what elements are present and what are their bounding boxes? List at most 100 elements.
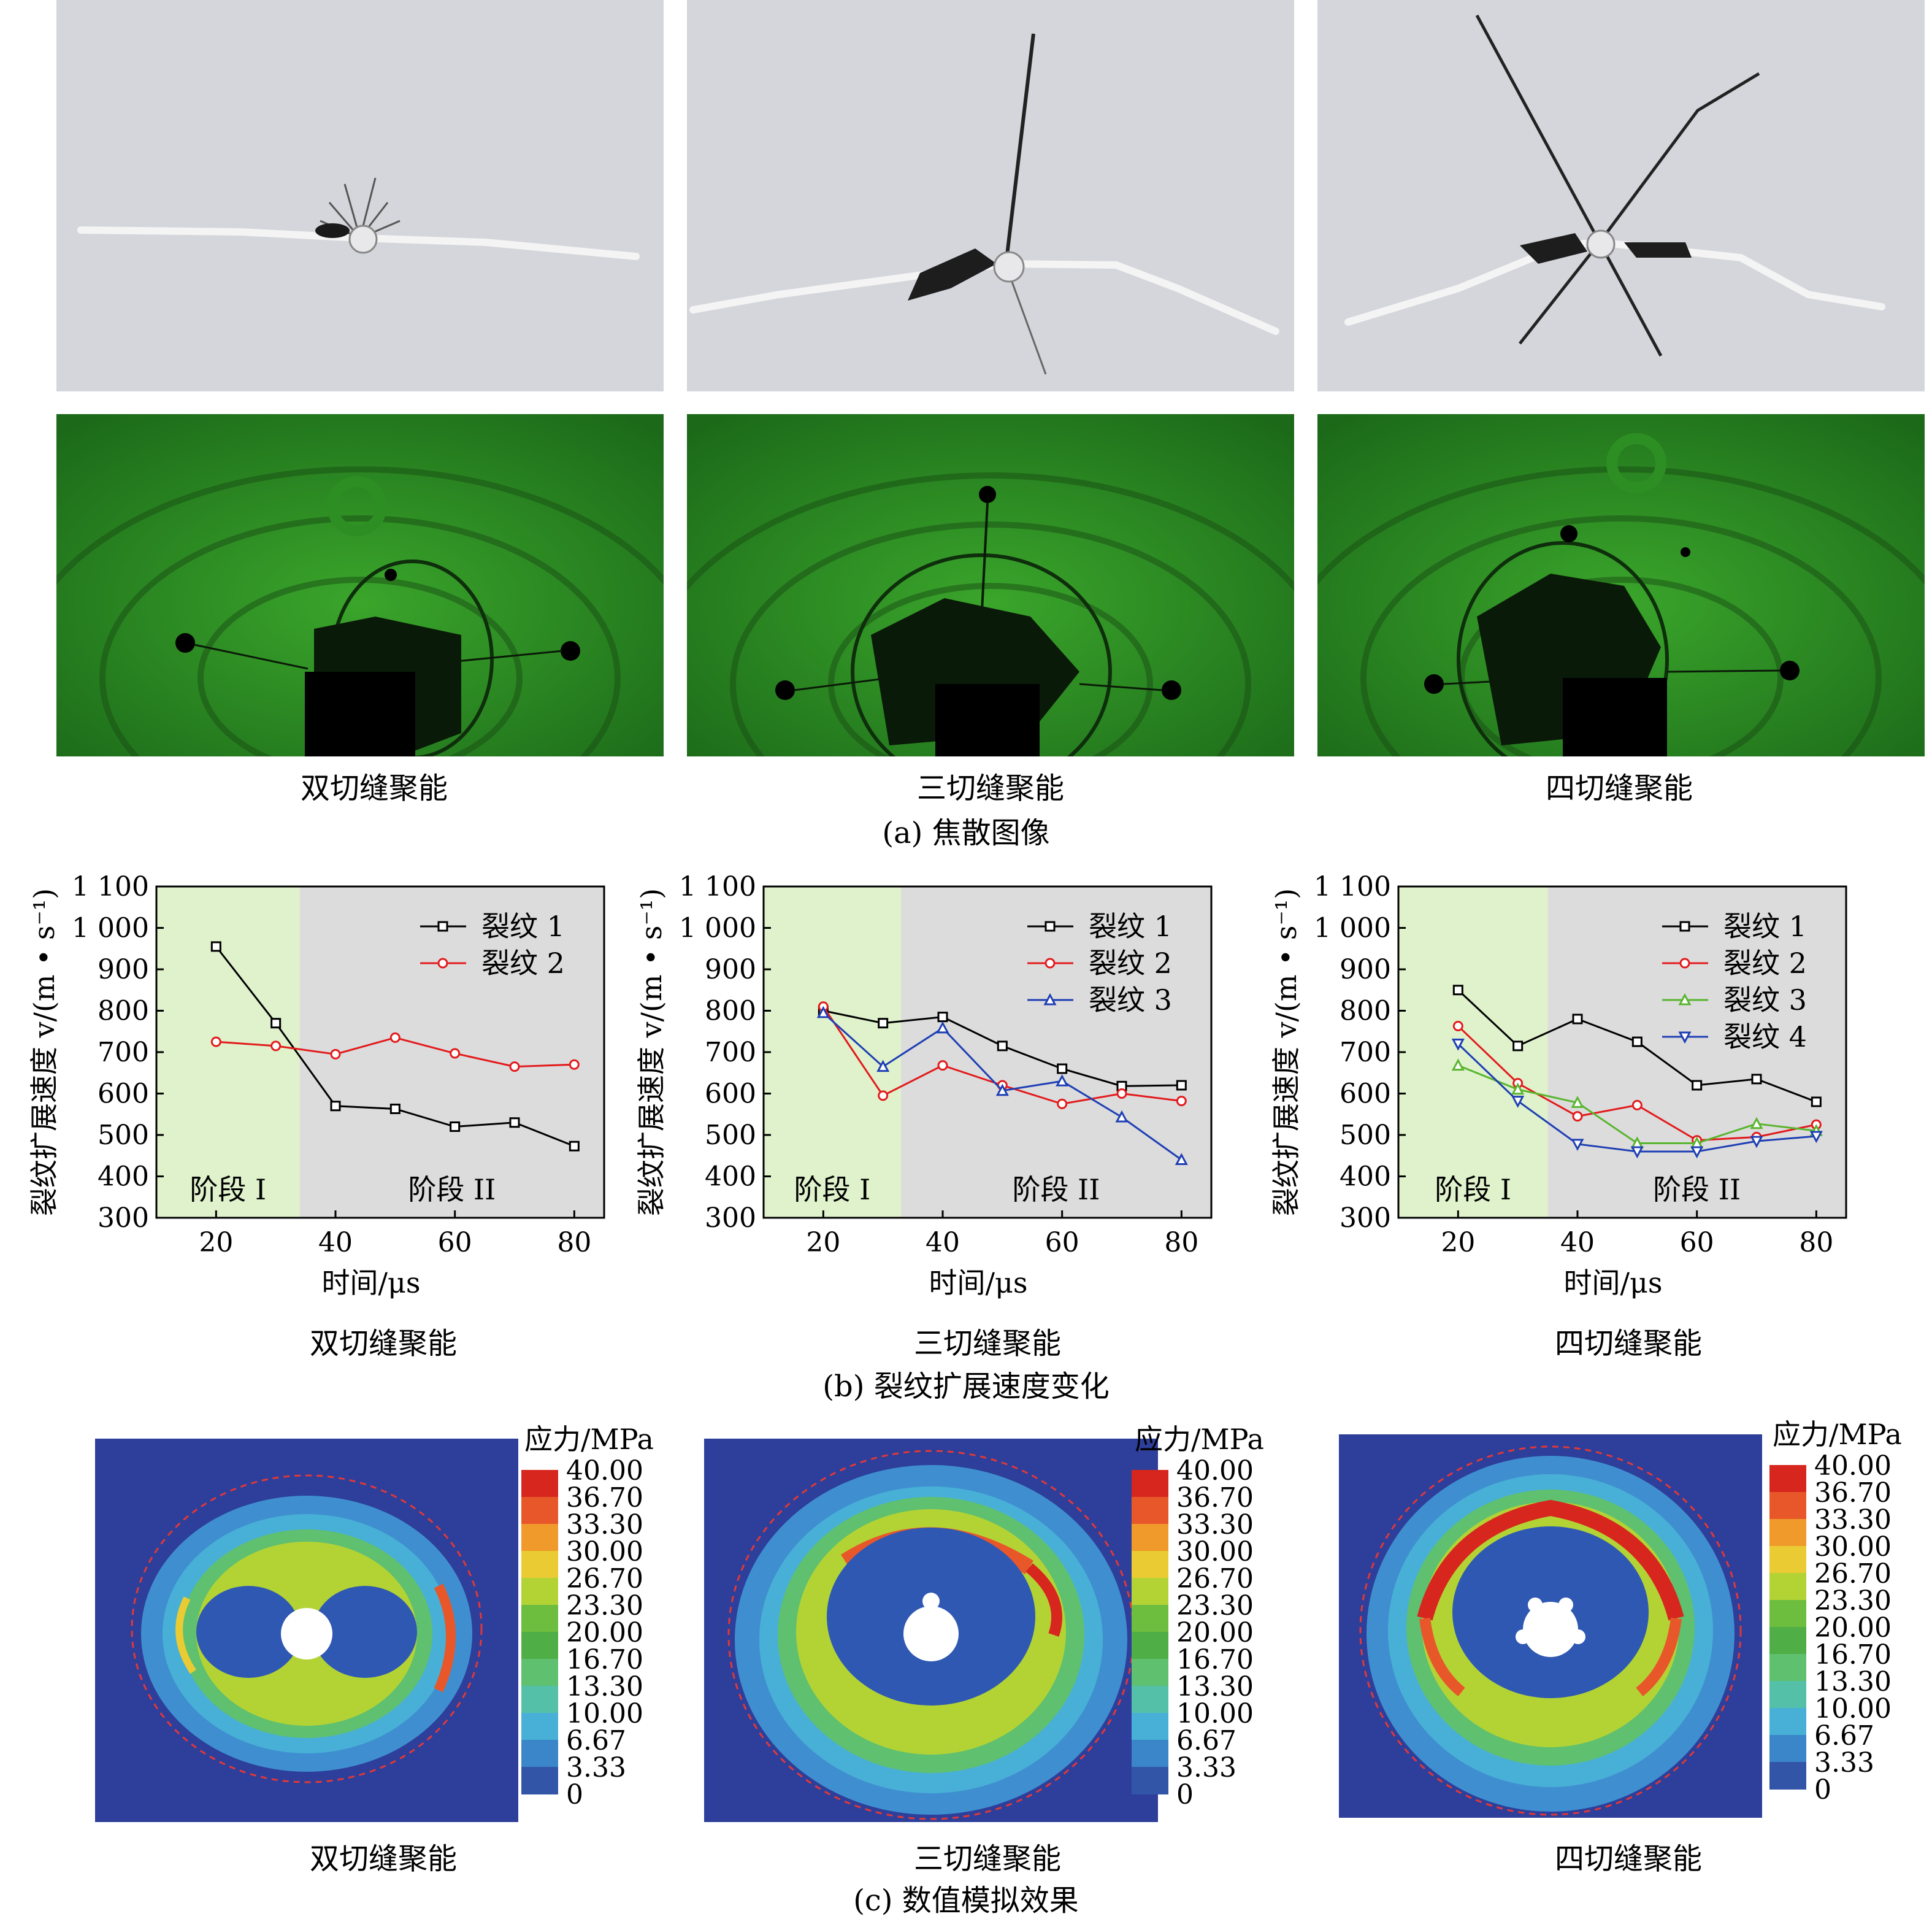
data-point bbox=[330, 1101, 341, 1112]
chart-label-double-slit: 双切缝聚能 bbox=[309, 1326, 457, 1361]
colorbar-level: 10.00 bbox=[566, 1698, 643, 1729]
data-point bbox=[509, 1061, 520, 1072]
data-point bbox=[210, 941, 221, 952]
data-point bbox=[569, 1140, 580, 1152]
colorbar-band bbox=[1132, 1470, 1168, 1498]
x-axis-label: 时间/μs bbox=[1564, 1266, 1663, 1299]
stress-map-quad-slit bbox=[1339, 1434, 1928, 1829]
data-point bbox=[1115, 1110, 1129, 1123]
colorbar-level: 13.30 bbox=[1814, 1666, 1892, 1698]
colorbar-band bbox=[521, 1713, 558, 1740]
colorbar-level: 33.30 bbox=[566, 1509, 643, 1540]
x-tick-label: 80 bbox=[1799, 1227, 1833, 1258]
data-point bbox=[1057, 1063, 1068, 1074]
colorbar-band bbox=[521, 1605, 558, 1632]
colorbar-level: 40.00 bbox=[1176, 1455, 1254, 1486]
colorbar-band bbox=[1132, 1632, 1168, 1659]
legend-label: 裂纹 4 bbox=[1723, 1020, 1807, 1053]
colorbar-level: 3.33 bbox=[1176, 1752, 1236, 1783]
legend-marker bbox=[1678, 993, 1692, 1006]
y-tick-label: 800 bbox=[98, 996, 149, 1027]
colorbar-band bbox=[1132, 1551, 1168, 1579]
colorbar-level: 20.00 bbox=[566, 1617, 643, 1648]
y-tick-label: 900 bbox=[705, 954, 756, 985]
colorbar-level: 20.00 bbox=[1814, 1612, 1892, 1644]
crack-photo-double-slit bbox=[56, 0, 664, 391]
colorbar-band bbox=[521, 1551, 558, 1579]
colorbar-level: 30.00 bbox=[1814, 1531, 1892, 1563]
stress-map-double-slit bbox=[95, 1439, 745, 1834]
colorbar-band bbox=[1132, 1578, 1168, 1606]
caustic-image-triple-slit bbox=[687, 414, 1294, 756]
legend-label: 裂纹 2 bbox=[1089, 947, 1172, 980]
colorbar-level: 23.30 bbox=[1176, 1590, 1254, 1621]
colorbar-level: 30.00 bbox=[1176, 1536, 1254, 1567]
y-axis-label: 裂纹扩展速度 v/(m • s⁻¹) bbox=[28, 888, 61, 1216]
colorbar-level: 26.70 bbox=[1814, 1558, 1892, 1590]
data-point bbox=[1750, 1136, 1763, 1148]
data-point bbox=[1811, 1096, 1822, 1107]
colorbar-band bbox=[1769, 1546, 1806, 1574]
colorbar-level: 36.70 bbox=[1814, 1477, 1892, 1509]
y-tick-label: 1 100 bbox=[72, 871, 149, 902]
data-point bbox=[1750, 1117, 1763, 1129]
colorbar-band bbox=[1132, 1497, 1168, 1525]
data-point bbox=[1572, 1013, 1583, 1025]
legend-label: 裂纹 1 bbox=[481, 910, 565, 943]
data-point bbox=[1572, 1111, 1583, 1122]
legend-marker bbox=[1045, 958, 1056, 969]
x-axis-label: 时间/μs bbox=[322, 1266, 421, 1299]
data-point bbox=[389, 1103, 401, 1114]
x-tick-label: 40 bbox=[1560, 1227, 1595, 1258]
colorbar-level: 23.30 bbox=[566, 1590, 643, 1621]
data-point bbox=[569, 1059, 580, 1070]
y-tick-label: 1 100 bbox=[679, 871, 756, 902]
legend-marker bbox=[437, 921, 448, 932]
colorbar-title: 应力/MPa bbox=[524, 1423, 654, 1456]
colorbar-band bbox=[1132, 1767, 1168, 1794]
data-point bbox=[1809, 1131, 1823, 1144]
data-point bbox=[937, 1060, 948, 1071]
colorbar-band bbox=[521, 1632, 558, 1659]
colorbar-band bbox=[521, 1659, 558, 1686]
y-tick-label: 300 bbox=[98, 1202, 149, 1234]
stage-1-label: 阶段 I bbox=[1435, 1173, 1511, 1206]
y-tick-label: 500 bbox=[1340, 1120, 1391, 1151]
colorbar-level: 30.00 bbox=[566, 1536, 643, 1567]
data-point bbox=[876, 1059, 890, 1072]
crack-photo-triple-slit bbox=[687, 0, 1294, 391]
y-tick-label: 1 000 bbox=[72, 913, 149, 944]
colorbar-band bbox=[1769, 1600, 1806, 1628]
colorbar-level: 16.70 bbox=[1176, 1644, 1254, 1675]
caustic-image-double-slit bbox=[56, 414, 664, 756]
data-point bbox=[1057, 1098, 1068, 1109]
data-point bbox=[270, 1040, 282, 1052]
colorbar-level: 0 bbox=[1176, 1779, 1194, 1810]
y-tick-label: 700 bbox=[1340, 1037, 1391, 1068]
colorbar-level: 33.30 bbox=[1814, 1504, 1892, 1536]
colorbar-band bbox=[521, 1470, 558, 1498]
legend-marker bbox=[1678, 1031, 1692, 1044]
colorbar-level: 13.30 bbox=[1176, 1671, 1254, 1702]
chart-label-triple-slit: 三切缝聚能 bbox=[913, 1326, 1061, 1361]
colorbar-level: 26.70 bbox=[566, 1563, 643, 1594]
legend-marker bbox=[1043, 993, 1057, 1006]
data-point bbox=[997, 1040, 1008, 1052]
colorbar-level: 3.33 bbox=[1814, 1747, 1874, 1779]
colorbar-level: 36.70 bbox=[1176, 1482, 1254, 1513]
colorbar-level: 40.00 bbox=[566, 1455, 643, 1486]
colorbar-level: 10.00 bbox=[1814, 1693, 1892, 1725]
panel-b-caption: (b) 裂纹扩展速度变化 bbox=[822, 1369, 1110, 1404]
legend-label: 裂纹 1 bbox=[1089, 910, 1172, 943]
colorbar-level: 33.30 bbox=[1176, 1509, 1254, 1540]
data-point bbox=[878, 1018, 889, 1029]
stage-2-label: 阶段 II bbox=[1653, 1173, 1741, 1206]
data-point bbox=[330, 1048, 341, 1059]
x-tick-label: 60 bbox=[438, 1227, 472, 1258]
x-tick-label: 60 bbox=[1680, 1227, 1714, 1258]
velocity-chart-triple-slit: 阶段 I 阶段 II 300 400 500 600 700 800 900 1 000 1 100… bbox=[635, 871, 1213, 1299]
legend-label: 裂纹 3 bbox=[1089, 983, 1172, 1017]
x-axis-label: 时间/μs bbox=[929, 1266, 1028, 1299]
caustic-label-quad-slit: 四切缝聚能 bbox=[1545, 771, 1693, 806]
data-point bbox=[1056, 1074, 1069, 1086]
